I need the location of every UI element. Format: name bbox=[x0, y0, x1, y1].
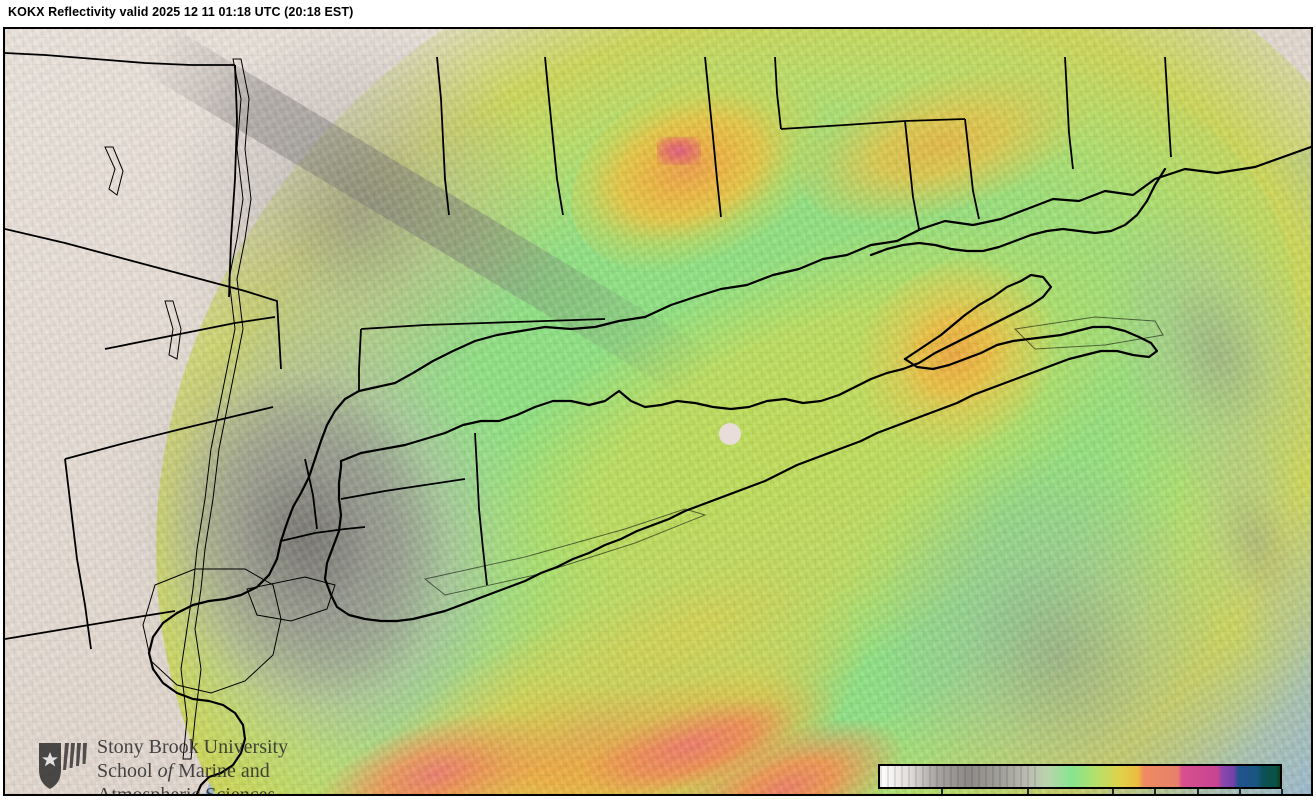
colorbar-tick bbox=[1154, 789, 1157, 794]
map-canvas[interactable]: Stony Brook University School of Marine … bbox=[5, 29, 1311, 794]
colorbar-tick bbox=[1281, 789, 1284, 794]
colorbar-tick bbox=[1238, 789, 1241, 794]
radar-site-marker[interactable] bbox=[719, 423, 741, 445]
colorbar-tick bbox=[1027, 789, 1030, 794]
colorbar-gradient bbox=[880, 766, 1280, 787]
colorbar-tick bbox=[1111, 789, 1114, 794]
title-bar: KOKX Reflectivity valid 2025 12 11 01:18… bbox=[0, 0, 1316, 27]
map-frame[interactable]: Stony Brook University School of Marine … bbox=[3, 27, 1313, 796]
colorbar-ticks bbox=[875, 789, 1285, 794]
colorbar-frame[interactable] bbox=[878, 764, 1282, 789]
colorbar-tick bbox=[941, 789, 944, 794]
page-title: KOKX Reflectivity valid 2025 12 11 01:18… bbox=[8, 5, 354, 19]
reflectivity-layer bbox=[5, 29, 1311, 794]
colorbar[interactable]: 0204050607080 bbox=[875, 760, 1287, 794]
colorbar-tick bbox=[1196, 789, 1199, 794]
colorbar-level-bands bbox=[880, 766, 1040, 787]
